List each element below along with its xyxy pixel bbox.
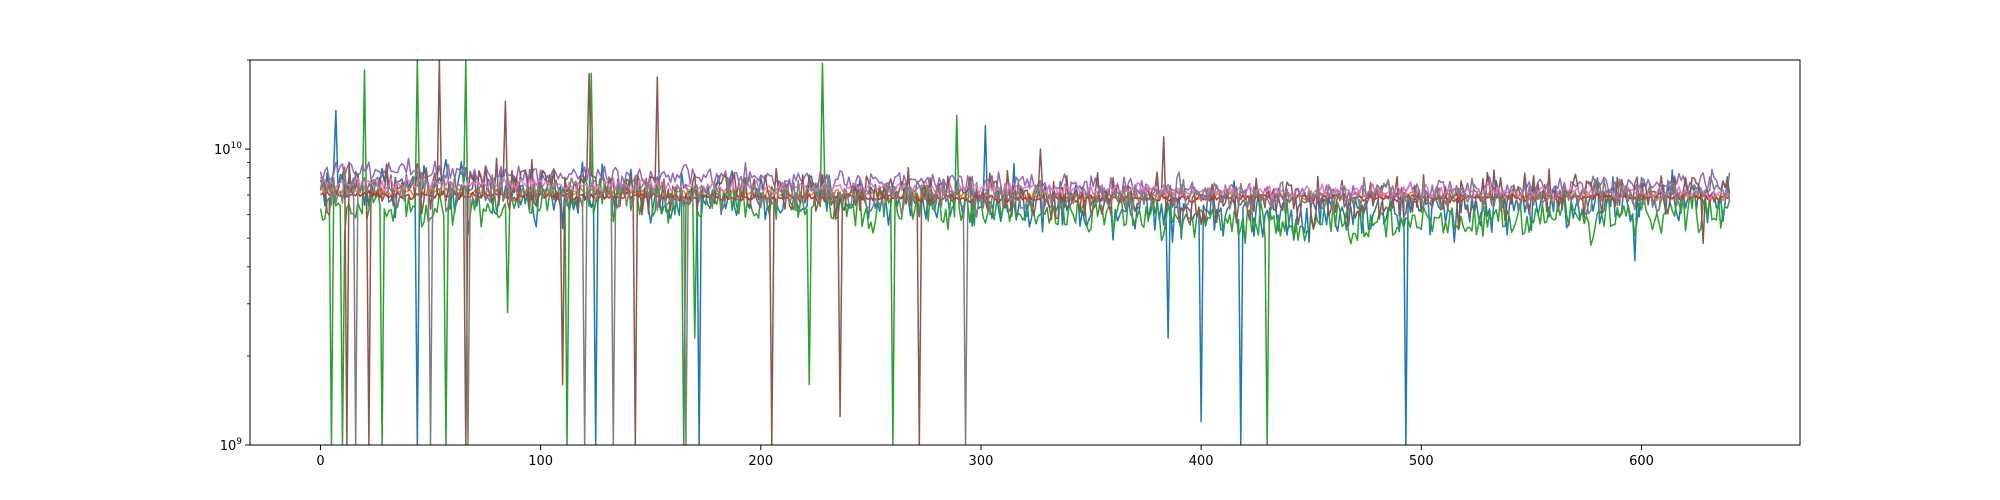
x-tick-label: 200 <box>748 454 773 469</box>
x-tick-label: 600 <box>1629 454 1654 469</box>
x-tick-label: 100 <box>528 454 553 469</box>
x-tick-label: 0 <box>316 454 324 469</box>
x-tick-label: 500 <box>1409 454 1434 469</box>
series-line-8 <box>319 167 1731 445</box>
series-layer <box>319 60 1731 445</box>
x-axis: 0 100 200 300 400 500 600 <box>316 445 1654 469</box>
x-tick-label: 400 <box>1189 454 1214 469</box>
series-line-1 <box>319 109 1731 445</box>
plot-area <box>250 60 1800 445</box>
x-tick-label: 300 <box>969 454 994 469</box>
y-tick-label: 109 <box>220 437 243 454</box>
y-tick-label: 1010 <box>214 141 242 158</box>
plot-frame <box>249 59 1801 446</box>
series-line-6 <box>319 60 1731 445</box>
y-axis: 109 1010 <box>214 59 250 454</box>
